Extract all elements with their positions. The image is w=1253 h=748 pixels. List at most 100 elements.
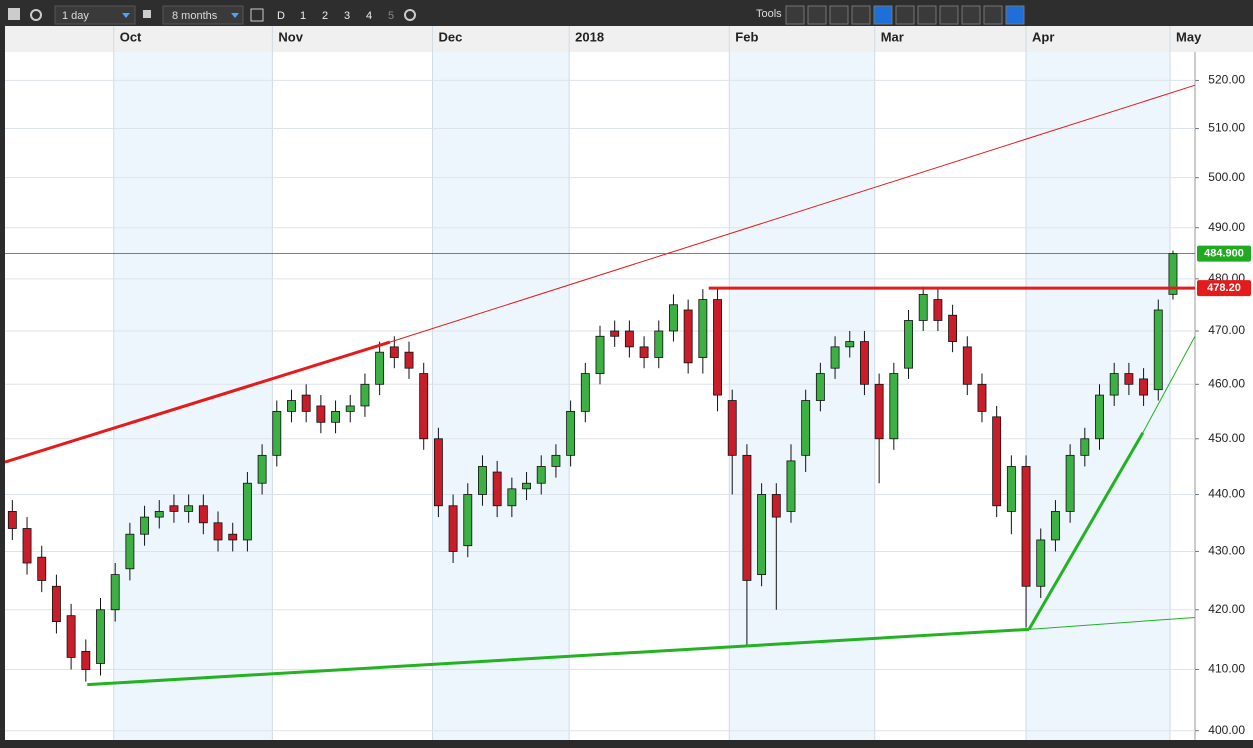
tool-icon[interactable] (873, 5, 893, 25)
candle-body (551, 454, 561, 467)
x-tick-label: Dec (439, 29, 463, 44)
candle-body (81, 651, 91, 670)
interval-select[interactable] (54, 5, 136, 25)
period-button-label: 5 (388, 10, 394, 22)
candle-body (169, 505, 179, 512)
y-tick-label: 450.00 (1208, 431, 1245, 445)
candle-body (257, 454, 267, 484)
tool-icon[interactable] (785, 5, 805, 25)
candle-body (154, 511, 164, 518)
tool-icon[interactable] (1005, 5, 1025, 25)
tool-icon[interactable] (961, 5, 981, 25)
range-select[interactable] (162, 5, 244, 25)
period-button[interactable] (272, 6, 290, 24)
candle-body (992, 416, 1002, 507)
y-tick-label: 430.00 (1208, 544, 1245, 558)
candle-body (51, 585, 61, 622)
candle-body (331, 410, 340, 423)
candle-body (948, 314, 958, 342)
price-tag-label: 484.900 (1204, 248, 1244, 260)
candle-body (977, 383, 987, 412)
period-button-label: 2 (322, 10, 328, 22)
candle-body (198, 505, 208, 524)
candle-body (213, 522, 223, 541)
candle-body (22, 528, 32, 564)
period-button[interactable] (360, 6, 378, 24)
tool-icon[interactable] (829, 5, 849, 25)
period-button[interactable] (382, 6, 400, 24)
candle-body (683, 309, 693, 364)
candle-body (580, 373, 590, 412)
candle-body (1006, 466, 1016, 512)
candle-body (228, 533, 238, 541)
trendline (389, 84, 1196, 343)
candle-body (184, 505, 194, 512)
candle-body (404, 351, 414, 369)
month-shade (432, 52, 570, 740)
candle-body (1139, 378, 1149, 396)
tool-icon[interactable] (895, 5, 915, 25)
tool-icon[interactable] (939, 5, 959, 25)
candle-body (66, 615, 76, 658)
y-tick-label: 510.00 (1208, 121, 1245, 135)
time-header (0, 26, 1253, 52)
candle-body (713, 299, 722, 396)
candle-body (1109, 373, 1119, 396)
trendline (1027, 431, 1145, 631)
range: 8 months (172, 10, 218, 22)
candle-body (287, 400, 296, 412)
period-button-label: 1 (300, 10, 306, 22)
settings-icon[interactable] (404, 9, 416, 21)
candle-body (140, 516, 150, 535)
dropdown-arrow (122, 13, 130, 18)
candle-body (448, 505, 458, 552)
candle-body (1168, 253, 1178, 295)
tool-icon[interactable] (807, 5, 827, 25)
period-button[interactable] (316, 6, 334, 24)
y-tick-label: 400.00 (1208, 723, 1245, 737)
interval: 1 day (62, 10, 89, 22)
candle-body (933, 299, 943, 321)
candle-body (830, 346, 840, 369)
tool-icon[interactable] (917, 5, 937, 25)
candle-body (771, 494, 781, 518)
candle-body (1065, 454, 1075, 512)
tools-label: Tools (756, 8, 782, 20)
candle-body (742, 454, 752, 581)
candle-body (507, 488, 517, 507)
calendar-icon[interactable] (250, 8, 264, 22)
candle-body (522, 482, 531, 490)
y-tick-label: 490.00 (1208, 220, 1245, 234)
candle-body (595, 335, 605, 374)
tool-icon[interactable] (983, 5, 1003, 25)
candle-body (698, 299, 708, 358)
period-button[interactable] (338, 6, 356, 24)
candle-body (624, 330, 634, 348)
trendline (87, 627, 1030, 687)
candle-body (786, 460, 796, 512)
x-tick-label: Mar (881, 29, 904, 44)
candle-body (801, 400, 811, 456)
period-button[interactable] (294, 6, 312, 24)
candle-body (478, 466, 487, 495)
candle-body (389, 346, 399, 358)
candle-body (536, 466, 546, 484)
y-tick-label: 440.00 (1208, 487, 1245, 501)
settings-icon[interactable] (30, 9, 42, 21)
candle-body (860, 341, 869, 385)
candle-body (669, 304, 678, 332)
candle-body (1095, 394, 1104, 440)
candle-body (904, 320, 913, 369)
candle-body (1036, 539, 1046, 587)
price-axis (1195, 52, 1253, 740)
y-tick-label: 410.00 (1208, 662, 1245, 676)
candle-body (1021, 466, 1031, 587)
menu-icon[interactable] (8, 8, 20, 20)
y-tick-label: 420.00 (1208, 602, 1245, 616)
lock-icon[interactable] (143, 10, 151, 18)
x-tick-label: Nov (278, 29, 303, 44)
candle-body (360, 383, 370, 407)
trendline (1028, 616, 1196, 630)
tool-icon[interactable] (851, 5, 871, 25)
